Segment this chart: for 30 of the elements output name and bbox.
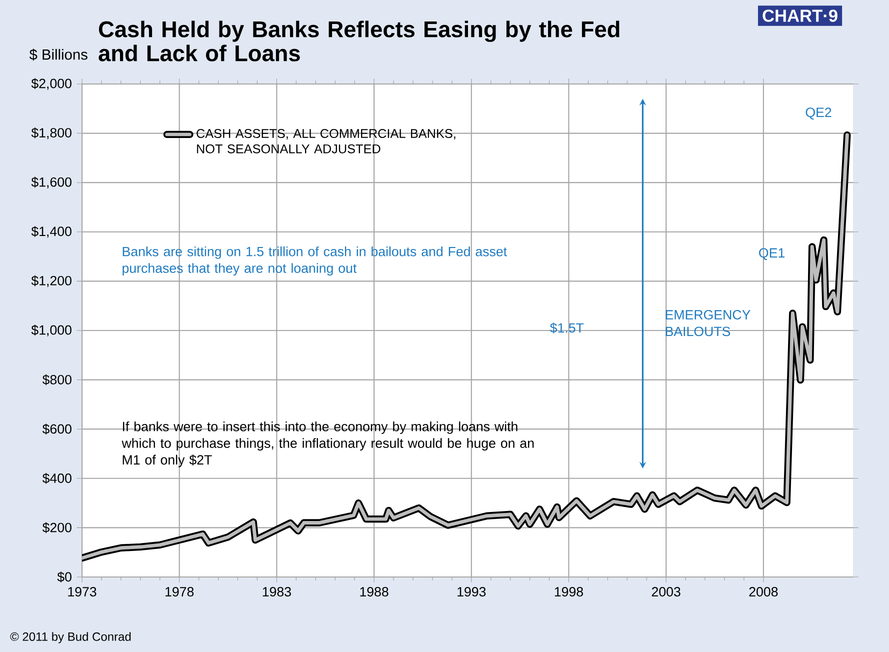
annotation: If banks were to insert this into the economy by making loans with which to purchase things, the inflationary result would be huge on an M1 of only $2T [122, 421, 534, 468]
y-tick-label: $200 [42, 522, 72, 534]
annotation: $1.5T [550, 322, 584, 334]
y-tick-label: $2,000 [31, 78, 72, 90]
y-tick-label: $1,600 [31, 176, 72, 188]
x-tick-label: 1978 [166, 587, 194, 596]
y-tick-label: $1,000 [31, 324, 72, 336]
x-tick-label: 2008 [749, 587, 778, 596]
x-tick-label: 1983 [262, 587, 291, 596]
x-tick-label: 2003 [652, 587, 680, 596]
text: © 2011 by Bud Conrad [10, 632, 131, 644]
annotation: EMERGENCY BAILOUTS [666, 310, 750, 336]
x-tick-label: 1973 [68, 587, 96, 596]
y-tick-label: $0 [57, 572, 72, 582]
text: CHART·9 [762, 10, 838, 22]
legend-label: CASH ASSETS, ALL COMMERCIAL BANKS, NOT SEASONALLY ADJUSTED [196, 129, 456, 154]
x-tick-label: 1988 [360, 587, 388, 596]
annotation: QE1 [759, 248, 784, 260]
y-tick-label: $400 [42, 472, 72, 484]
x-tick-label: 1998 [554, 587, 583, 596]
x-tick-label: 1993 [458, 587, 486, 596]
chart-title: Cash Held by Banks Reflects Easing by the Fed and Lack of Loans [98, 20, 620, 62]
y-axis-title: $ Billions [29, 48, 88, 61]
y-tick-label: $600 [42, 424, 72, 434]
y-tick-label: $1,400 [31, 226, 72, 238]
annotation: Banks are sitting on 1.5 trillion of cash in bailouts and Fed asset purchases that they are not loaning out [122, 246, 507, 276]
y-tick-label: $1,800 [31, 128, 72, 140]
y-tick-label: $1,200 [31, 275, 72, 287]
annotation: QE2 [806, 108, 832, 120]
y-tick-label: $800 [42, 374, 72, 386]
